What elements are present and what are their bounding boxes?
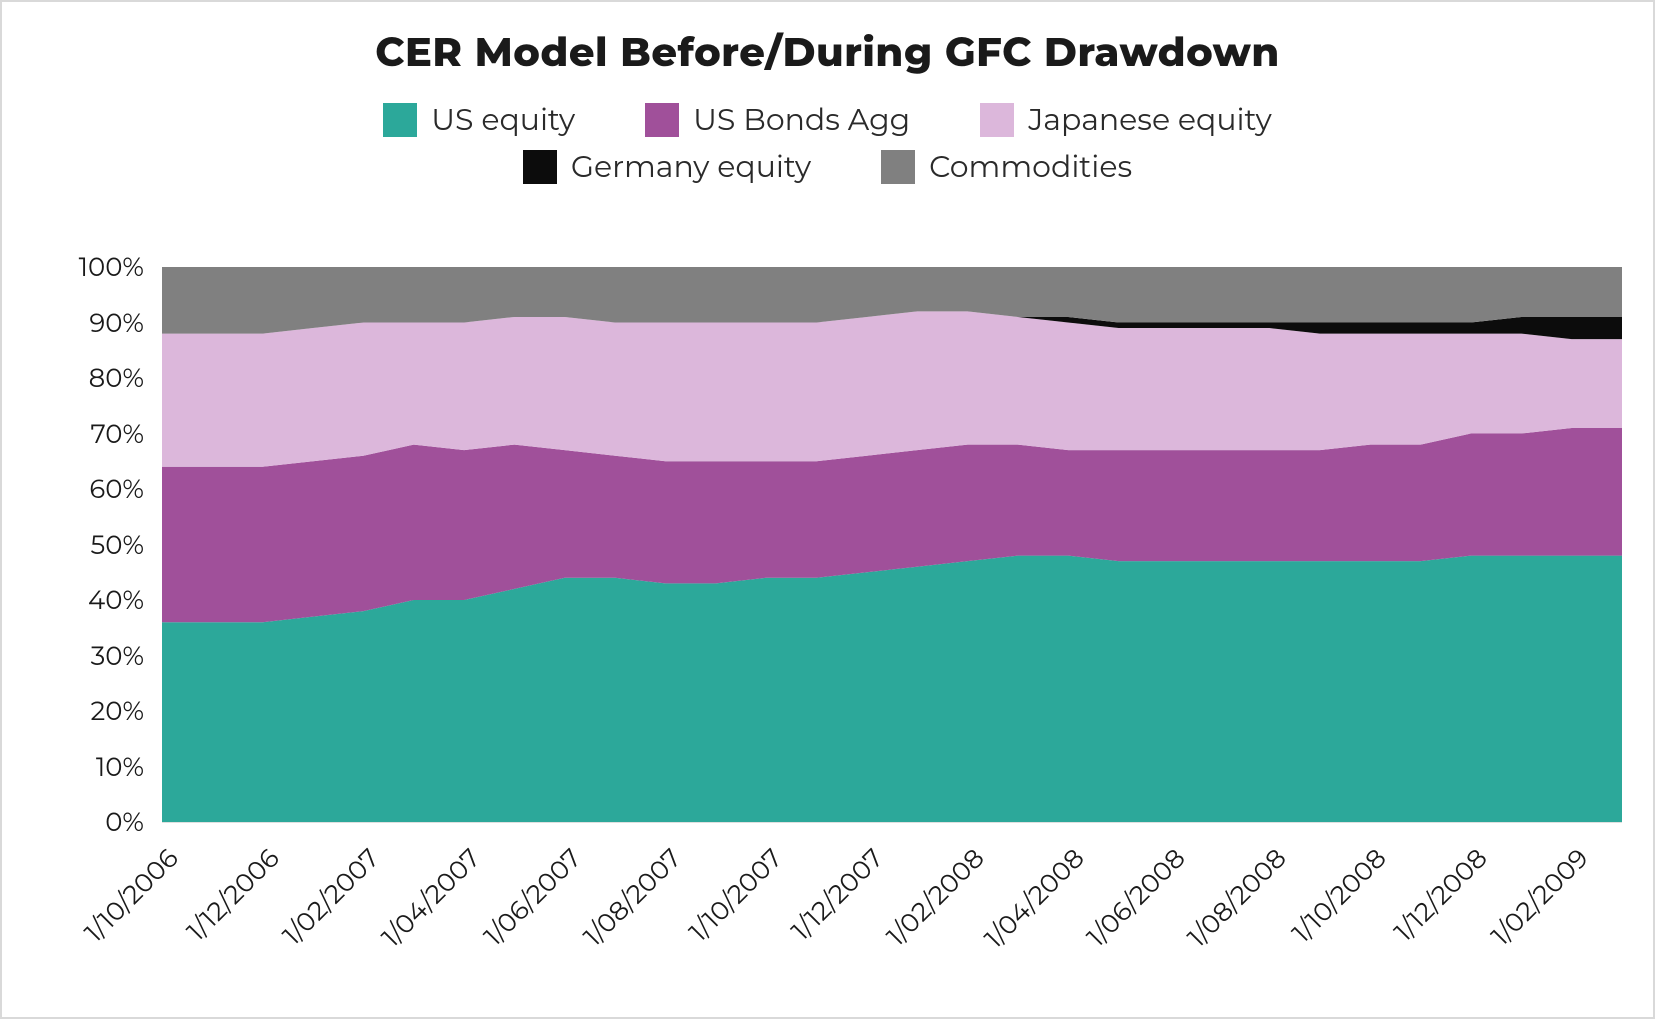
legend-label: Germany equity xyxy=(571,148,811,185)
y-tick-label: 0% xyxy=(44,806,144,838)
y-tick-label: 100% xyxy=(44,251,144,283)
plot-area xyxy=(162,267,1622,824)
y-tick-label: 10% xyxy=(44,751,144,783)
legend-swatch xyxy=(881,150,915,184)
x-tick-label: 1/06/2008 xyxy=(1080,842,1191,953)
y-tick-label: 70% xyxy=(44,418,144,450)
legend-swatch xyxy=(383,103,417,137)
x-tick-label: 1/12/2006 xyxy=(180,842,285,947)
x-tick-label: 1/04/2007 xyxy=(375,842,486,953)
legend-item: US equity xyxy=(383,101,575,138)
legend-swatch xyxy=(523,150,557,184)
x-tick-label: 1/02/2007 xyxy=(277,842,386,951)
legend-label: Commodities xyxy=(929,148,1132,185)
x-tick-label: 1/06/2007 xyxy=(477,842,587,952)
y-tick-label: 30% xyxy=(44,640,144,672)
legend-item: US Bonds Agg xyxy=(645,101,910,138)
x-tick-label: 1/08/2007 xyxy=(578,842,689,953)
x-tick-label: 1/08/2008 xyxy=(1181,842,1293,954)
y-tick-label: 60% xyxy=(44,473,144,505)
x-tick-label: 1/02/2008 xyxy=(880,842,990,952)
y-tick-label: 50% xyxy=(44,529,144,561)
legend-label: Japanese equity xyxy=(1028,101,1272,138)
legend: US equity US Bonds Agg Japanese equity Germ… xyxy=(228,101,1428,185)
legend-row: US equity US Bonds Agg Japanese equity xyxy=(228,101,1428,138)
legend-item: Germany equity xyxy=(523,148,811,185)
y-tick-label: 40% xyxy=(44,584,144,616)
legend-item: Japanese equity xyxy=(980,101,1272,138)
y-tick-label: 20% xyxy=(44,695,144,727)
x-tick-label: 1/02/2009 xyxy=(1484,842,1594,952)
chart-title: CER Model Before/During GFC Drawdown xyxy=(2,2,1653,77)
legend-item: Commodities xyxy=(881,148,1132,185)
legend-label: US equity xyxy=(431,101,575,138)
x-tick-label: 1/12/2007 xyxy=(785,842,890,947)
legend-swatch xyxy=(645,103,679,137)
x-tick-label: 1/12/2008 xyxy=(1388,842,1494,948)
x-tick-label: 1/10/2006 xyxy=(78,842,185,949)
legend-label: US Bonds Agg xyxy=(693,101,910,138)
legend-swatch xyxy=(980,103,1014,137)
y-axis-labels: 0%10%20%30%40%50%60%70%80%90%100% xyxy=(47,267,152,822)
plot-wrap: 0%10%20%30%40%50%60%70%80%90%100% 1/10/2… xyxy=(47,267,1623,977)
x-tick-label: 1/04/2008 xyxy=(978,842,1091,955)
chart-frame: CER Model Before/During GFC Drawdown US … xyxy=(0,0,1655,1019)
x-tick-label: 1/10/2007 xyxy=(683,842,789,948)
y-tick-label: 90% xyxy=(44,307,144,339)
legend-row: Germany equity Commodities xyxy=(228,148,1428,185)
area-series xyxy=(162,311,1622,466)
y-tick-label: 80% xyxy=(44,362,144,394)
x-tick-label: 1/10/2008 xyxy=(1286,842,1393,949)
